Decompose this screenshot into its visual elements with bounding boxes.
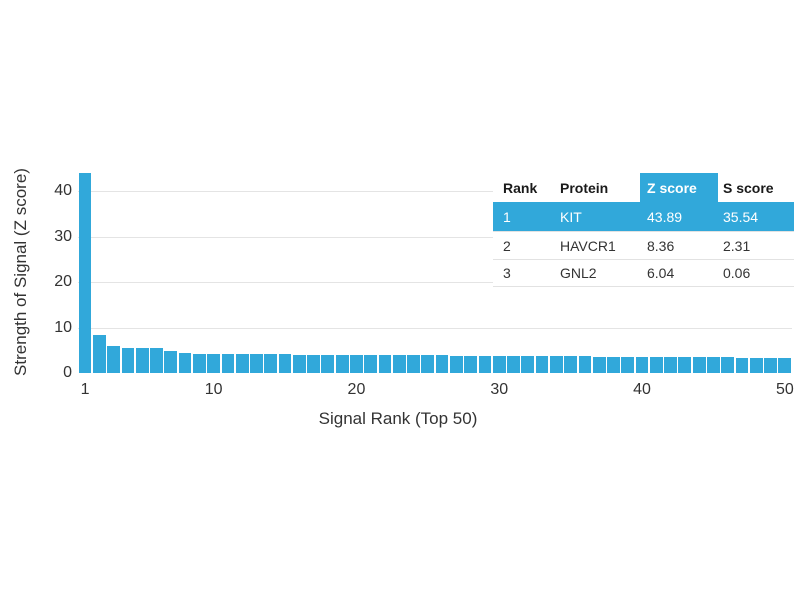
cell-z-score: 6.04 <box>647 265 675 281</box>
cell-z-score: 43.89 <box>647 208 683 225</box>
bar-rank-33 <box>535 356 549 373</box>
y-tick-30: 30 <box>54 227 72 245</box>
bar-rank-34 <box>549 356 563 373</box>
bar-rank-44 <box>692 357 706 373</box>
cell-z-score: 8.36 <box>647 237 675 254</box>
table-row-rank-1: 1 KIT 43.89 35.54 <box>493 202 794 231</box>
cell-protein: HAVCR1 <box>560 237 616 254</box>
z-score-column-highlight-tab <box>640 173 718 202</box>
bar-rank-17 <box>307 354 320 373</box>
bar-rank-32 <box>521 356 535 373</box>
bar-rank-18 <box>321 354 335 373</box>
x-tick-1: 1 <box>80 381 90 398</box>
x-tick-40: 40 <box>633 381 651 398</box>
bar-rank-7 <box>164 350 178 373</box>
x-tick-50: 50 <box>775 381 794 398</box>
bar-rank-43 <box>678 357 692 373</box>
cell-rank: 3 <box>503 265 511 281</box>
table-header-z-score: Z score <box>647 179 697 196</box>
table-row-rank-2: 2 HAVCR1 8.36 2.31 <box>493 231 794 259</box>
bar-rank-38 <box>607 356 620 373</box>
table-header-rank: Rank <box>503 179 538 196</box>
top-ranks-inset-table: Rank Protein Z score S score 1 KIT 43.89 35.54 2… <box>493 173 794 287</box>
bar-rank-12 <box>235 353 249 373</box>
bar-rank-29 <box>478 355 492 373</box>
cell-s-score: 2.31 <box>723 237 751 254</box>
bar-rank-16 <box>292 354 306 373</box>
bar-rank-10 <box>207 353 220 373</box>
gridline-y-40 <box>78 191 792 193</box>
bar-rank-11 <box>221 353 235 373</box>
bar-rank-1 <box>78 173 92 373</box>
x-axis-title: Signal Rank (Top 50) <box>318 409 478 428</box>
cell-rank: 2 <box>503 237 511 254</box>
bar-rank-25 <box>421 355 435 373</box>
bar-rank-15 <box>278 354 292 373</box>
bar-rank-21 <box>364 355 378 373</box>
bar-rank-13 <box>250 354 263 373</box>
x-tick-30: 30 <box>490 381 509 398</box>
gridline-y-10 <box>78 327 792 329</box>
bar-rank-31 <box>507 355 520 373</box>
gridline-y-20 <box>78 282 792 284</box>
bar-rank-6 <box>150 347 163 373</box>
table-header-row: Rank Protein Z score S score <box>493 173 794 202</box>
bar-rank-46 <box>721 357 735 373</box>
cell-protein: KIT <box>560 208 582 225</box>
bar-rank-27 <box>449 355 463 373</box>
bar-rank-45 <box>707 357 720 373</box>
gridline-y-30 <box>78 236 792 238</box>
bar-rank-47 <box>735 357 749 373</box>
bar-rank-36 <box>578 356 592 373</box>
y-tick-20: 20 <box>54 273 72 291</box>
bar-rank-37 <box>592 356 606 373</box>
bar-rank-40 <box>635 356 649 373</box>
bar-rank-26 <box>435 355 449 373</box>
bar-rank-20 <box>350 355 363 373</box>
x-tick-20: 20 <box>347 381 366 398</box>
bar-rank-35 <box>564 356 577 373</box>
bar-rank-8 <box>178 353 192 373</box>
bar-rank-30 <box>492 355 506 373</box>
cell-s-score: 0.06 <box>723 265 751 281</box>
bar-rank-41 <box>649 356 663 373</box>
bar-rank-22 <box>378 355 392 373</box>
bar-rank-42 <box>664 357 677 373</box>
bar-rank-14 <box>264 354 278 373</box>
table-header-s-score: S score <box>723 179 774 196</box>
y-tick-40: 40 <box>54 182 72 200</box>
cell-s-score: 35.54 <box>723 208 759 225</box>
bar-rank-4 <box>121 347 135 373</box>
bar-rank-39 <box>621 356 635 373</box>
x-tick-10: 10 <box>204 381 223 398</box>
bar-rank-19 <box>335 354 349 373</box>
bar-rank-2 <box>92 334 106 373</box>
y-tick-10: 10 <box>54 318 72 336</box>
bar-rank-23 <box>392 355 406 373</box>
cell-protein: GNL2 <box>560 265 597 281</box>
bar-rank-5 <box>135 347 149 373</box>
bar-rank-28 <box>464 355 478 373</box>
bar-rank-3 <box>107 345 121 373</box>
cell-rank: 1 <box>503 208 511 225</box>
bar-rank-24 <box>407 355 420 373</box>
bar-rank-48 <box>749 357 763 373</box>
table-header-protein: Protein <box>560 179 609 196</box>
bar-rank-50 <box>778 357 792 373</box>
table-row-rank-3: 3 GNL2 6.04 0.06 <box>493 259 794 287</box>
bar-rank-49 <box>764 357 777 373</box>
y-tick-0: 0 <box>63 364 72 381</box>
bar-rank-9 <box>192 353 206 373</box>
